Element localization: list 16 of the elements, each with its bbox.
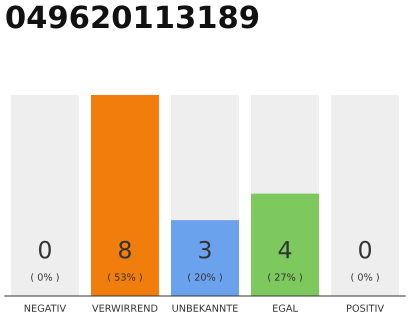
annotation: 4 [278, 241, 292, 258]
data-label: ( 27% ) [268, 273, 302, 282]
data-label: ( 53% ) [108, 273, 142, 282]
x-tick-label: EGAL [273, 304, 298, 312]
annotation: 0 [359, 240, 372, 259]
data-label: ( 20% ) [188, 273, 222, 282]
x-tick-label: UNBEKANNTE [172, 304, 238, 312]
chart-title: 049620113189 [6, 5, 258, 28]
x-tick-label: POSITIV [347, 304, 384, 312]
annotation: 3 [199, 240, 211, 259]
x-tick-label: VERWIRREND [92, 304, 158, 312]
annotation: 0 [38, 240, 51, 259]
data-label: ( 0% ) [31, 273, 59, 282]
annotation: 8 [119, 240, 131, 259]
x-tick-label: NEGATIV [24, 304, 66, 312]
data-label: ( 0% ) [351, 273, 379, 282]
